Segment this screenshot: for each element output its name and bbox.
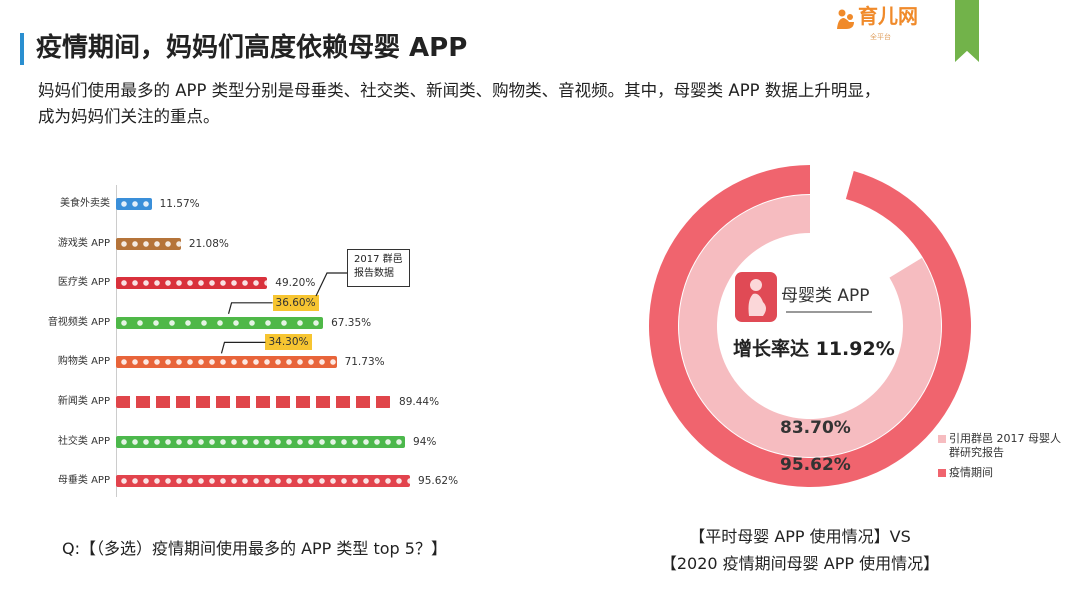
legend-label-pandemic: 疫情期间 xyxy=(949,466,993,479)
mother-baby-app-icon xyxy=(735,272,777,322)
caption-line-1: 【平时母婴 APP 使用情况】VS xyxy=(689,527,911,546)
category-label: 美食外卖类 xyxy=(60,198,110,209)
inner-ring-value: 83.70% xyxy=(780,418,851,438)
annotation-2017-value: 34.30% xyxy=(265,334,312,351)
legend-swatch-2017 xyxy=(938,435,946,443)
page-title: 疫情期间，妈妈们高度依赖母婴 APP xyxy=(36,33,468,63)
value-label: 95.62% xyxy=(418,475,459,488)
value-label: 21.08% xyxy=(188,237,229,250)
legend-label-2017-line1: 引用群邑 2017 母婴人 xyxy=(949,432,1061,445)
value-label: 89.44% xyxy=(399,396,440,408)
donut-caption: 【平时母婴 APP 使用情况】VS 【2020 疫情期间母婴 APP 使用情况】 xyxy=(620,523,980,577)
bookmark-ribbon xyxy=(955,0,979,62)
subtitle-line-2: 成为妈妈们关注的重点。 xyxy=(38,107,220,126)
category-label: 游戏类 APP xyxy=(57,237,110,249)
value-label: 67.35% xyxy=(331,316,372,329)
value-label: 49.20% xyxy=(275,277,316,290)
legend-swatch-pandemic xyxy=(938,469,946,477)
bar-video-play-icon xyxy=(116,316,324,329)
callout-line-2: 报告数据 xyxy=(354,268,394,279)
category-label: 社交类 APP xyxy=(57,435,110,447)
growth-rate-text: 增长率达 11.92% xyxy=(733,338,895,360)
category-label: 购物类 APP xyxy=(57,356,110,368)
center-divider xyxy=(786,311,872,313)
logo-subtext: 全平台 xyxy=(870,33,891,41)
legend-item-pandemic: 疫情期间 xyxy=(938,466,993,480)
leader-line-callout xyxy=(315,272,347,297)
bar-news-icon xyxy=(116,396,392,408)
legend-label-2017-line2: 群研究报告 xyxy=(949,446,1004,459)
bar-mother-baby-icon xyxy=(116,475,411,488)
value-label: 71.73% xyxy=(344,356,385,369)
bar-shopping-icon xyxy=(116,356,337,369)
annotation-2017-value: 36.60% xyxy=(272,294,319,311)
caption-line-2: 【2020 疫情期间母婴 APP 使用情况】 xyxy=(660,554,940,573)
callout-box: 2017 群邑 报告数据 xyxy=(347,249,410,287)
legend-item-2017: 引用群邑 2017 母婴人 群研究报告 xyxy=(938,432,1078,460)
bar-medical-icon xyxy=(116,277,268,290)
leader-line-video xyxy=(227,302,273,314)
value-label: 94% xyxy=(413,435,437,448)
value-label: 11.57% xyxy=(159,198,200,210)
bar-game-icon xyxy=(116,237,181,250)
bar-wechat-icon xyxy=(116,435,406,448)
bar-food-delivery-icon xyxy=(116,198,152,210)
leader-line-shopping xyxy=(220,341,266,354)
category-label: 新闻类 APP xyxy=(57,396,110,407)
y-axis-line xyxy=(116,185,117,497)
page-subtitle: 妈妈们使用最多的 APP 类型分别是母垂类、社交类、新闻类、购物类、音视频。其中… xyxy=(38,78,1048,130)
logo-text: 育儿网 xyxy=(858,4,918,28)
category-label: 医疗类 APP xyxy=(57,277,110,289)
outer-ring-value: 95.62% xyxy=(780,455,851,475)
survey-question: Q:【（多选）疫情期间使用最多的 APP 类型 top 5？】 xyxy=(62,539,447,558)
title-accent-bar xyxy=(20,33,24,65)
callout-line-1: 2017 群邑 xyxy=(354,254,403,265)
subtitle-line-1: 妈妈们使用最多的 APP 类型分别是母垂类、社交类、新闻类、购物类、音视频。其中… xyxy=(38,81,881,100)
mother-child-logo-icon xyxy=(837,9,854,29)
center-app-label: 母婴类 APP xyxy=(781,286,870,306)
category-label: 母垂类 APP xyxy=(57,475,110,487)
category-label: 音视频类 APP xyxy=(47,316,110,328)
brand-logo: 育儿网 xyxy=(836,4,918,28)
